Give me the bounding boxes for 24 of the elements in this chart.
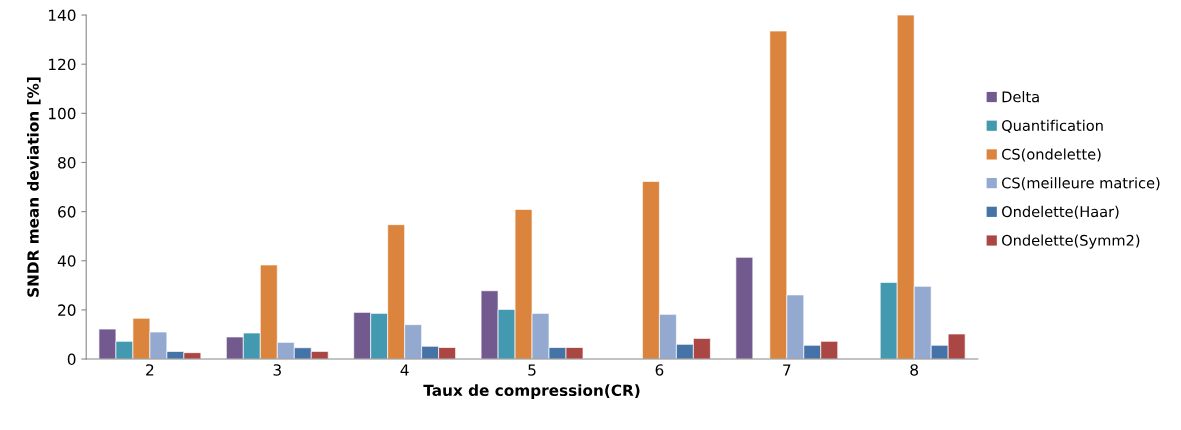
y-tick-label: 140 [49, 9, 76, 22]
y-tick-label: 120 [49, 58, 76, 71]
x-tick-label: 8 [910, 364, 918, 376]
x-tick-label: 7 [783, 364, 791, 376]
bar [735, 256, 754, 360]
legend-label: CS(meilleure matrice) [1002, 177, 1160, 191]
x-tick-label: 5 [528, 364, 536, 376]
legend-label: Quantification [1002, 119, 1103, 133]
y-tick-label: 60 [58, 206, 76, 218]
x-tick-label: 4 [400, 364, 409, 376]
legend-label: CS(ondelette) [1002, 148, 1101, 162]
y-tick-label: 100 [49, 107, 76, 120]
y-axis-title: SNDR mean deviation [%] [26, 77, 41, 297]
legend-label: Ondelette(Symm2) [1002, 234, 1140, 249]
legend-label: Delta [1002, 91, 1039, 103]
x-tick-label: 2 [146, 364, 154, 376]
y-tick-label: 20 [58, 304, 76, 316]
y-tick-label: 40 [57, 255, 76, 267]
y-tick-label: 0 [67, 353, 76, 366]
x-tick-label: 6 [655, 364, 664, 376]
x-tick-label: 3 [273, 364, 281, 376]
y-tick-label: 80 [58, 156, 76, 169]
legend-label: Ondelette(Haar) [1002, 205, 1119, 219]
x-axis-title: Taux de compression(CR) [423, 384, 640, 400]
